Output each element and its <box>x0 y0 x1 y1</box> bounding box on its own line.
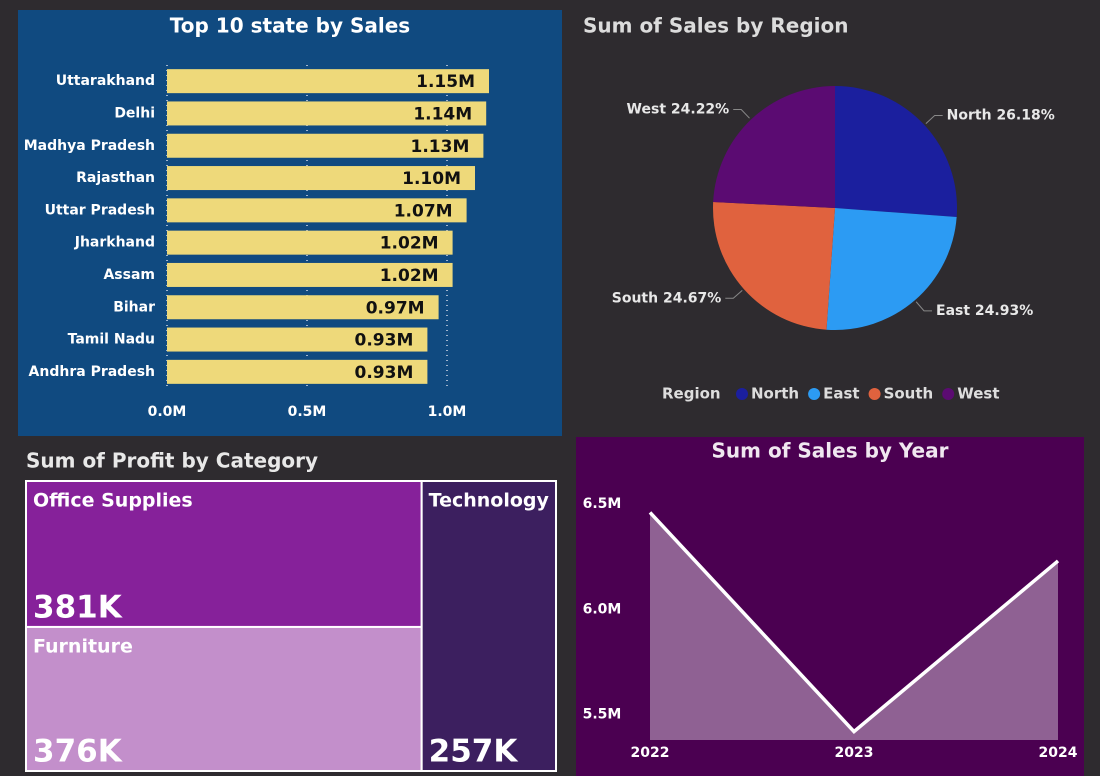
y-tick-label: Rajasthan <box>76 170 155 186</box>
legend-swatch <box>942 388 955 400</box>
chart-title: Top 10 state by Sales <box>170 14 410 38</box>
tile-label: Office Supplies <box>33 490 193 512</box>
data-label: North 26.18% <box>947 107 1055 123</box>
label-category: South <box>612 290 658 306</box>
y-tick-label: Uttar Pradesh <box>45 202 155 218</box>
label-value: 24.22% <box>671 102 729 118</box>
y-tick-label: Tamil Nadu <box>68 332 155 348</box>
bar <box>167 359 428 384</box>
legend-title: Region <box>662 385 721 403</box>
y-tick-label: Madhya Pradesh <box>24 138 155 154</box>
chart-title: Sum of Sales by Region <box>583 14 848 38</box>
y-tick-label: 6.5M <box>583 496 622 512</box>
tile-value: 381K <box>33 589 123 625</box>
data-label: 1.10M <box>402 169 461 189</box>
legend-swatch <box>736 388 748 400</box>
x-tick-label: 0.5M <box>288 404 327 420</box>
legend-label: South <box>884 385 934 403</box>
bar <box>167 295 439 320</box>
pie-slice <box>835 86 958 218</box>
treemap-tile <box>420 480 558 772</box>
y-tick-label: 5.5M <box>583 707 622 723</box>
legend-swatch <box>808 388 821 400</box>
leader-line <box>925 114 943 124</box>
x-tick-label: 2023 <box>835 745 874 761</box>
chart-title: Sum of Sales by Year <box>712 439 949 463</box>
area-fill <box>650 512 1058 740</box>
label-category: East <box>936 303 970 319</box>
x-tick-label: 0.0M <box>148 404 187 420</box>
y-tick-label: 6.0M <box>583 601 622 617</box>
x-tick-label: 2024 <box>1039 745 1078 761</box>
tile-value: 376K <box>33 734 123 770</box>
legend-label: East <box>823 385 859 403</box>
pie-slice <box>713 202 835 330</box>
data-label: 1.02M <box>380 266 439 286</box>
data-label: 1.13M <box>411 137 470 157</box>
leader-line <box>915 301 933 312</box>
data-label: West 24.22% <box>627 102 730 118</box>
tile-label: Technology <box>429 490 550 512</box>
legend-label: West <box>957 385 999 403</box>
data-label: 1.15M <box>416 72 475 92</box>
bar <box>167 230 453 255</box>
label-category: North <box>947 107 992 123</box>
label-value: 26.18% <box>996 107 1054 123</box>
legend-swatch <box>868 388 881 400</box>
y-tick-label: Delhi <box>114 105 155 121</box>
y-tick-label: Bihar <box>113 299 155 315</box>
bar <box>167 198 467 223</box>
legend-label: North <box>751 385 799 403</box>
treemap-tile <box>25 480 423 628</box>
data-label: 0.93M <box>355 331 414 351</box>
treemap-tile <box>25 625 423 772</box>
pie-slice <box>713 86 835 208</box>
x-tick-label: 1.0M <box>428 404 467 420</box>
data-label: South 24.67% <box>612 290 722 306</box>
label-category: West <box>627 102 667 118</box>
area-panel <box>576 437 1084 776</box>
bar <box>167 166 475 191</box>
data-label: 1.07M <box>394 201 453 221</box>
label-value: 24.67% <box>663 290 721 306</box>
data-label: 1.14M <box>413 104 472 124</box>
data-label: 0.93M <box>355 363 414 383</box>
label-value: 24.93% <box>975 303 1033 319</box>
x-tick-label: 2022 <box>631 745 670 761</box>
y-tick-label: Andhra Pradesh <box>29 364 155 380</box>
bar <box>167 101 487 126</box>
pie-slice <box>826 208 957 330</box>
tile-label: Furniture <box>33 635 133 657</box>
data-label: East 24.93% <box>936 303 1033 319</box>
tile-value: 257K <box>429 734 519 770</box>
bar <box>167 262 453 287</box>
data-label: 0.97M <box>366 298 425 318</box>
bar <box>167 69 489 94</box>
bar <box>167 133 484 158</box>
y-tick-label: Assam <box>103 267 155 283</box>
line <box>648 511 1060 734</box>
data-label: 1.02M <box>380 234 439 254</box>
leader-line <box>725 289 743 299</box>
leader-line <box>733 109 750 119</box>
bar <box>167 327 428 352</box>
y-tick-label: Jharkhand <box>74 235 155 251</box>
chart-title: Sum of Profit by Category <box>26 449 318 473</box>
y-tick-label: Uttarakhand <box>56 73 155 89</box>
